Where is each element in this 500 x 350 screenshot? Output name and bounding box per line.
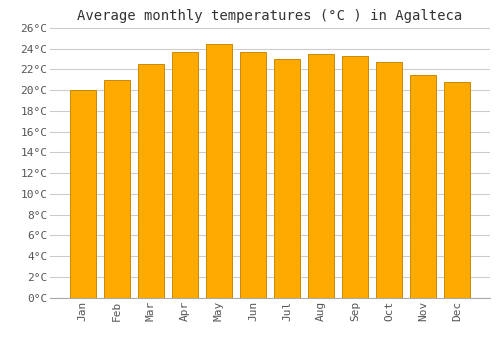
Bar [410, 75, 436, 298]
Bar [172, 52, 198, 298]
Bar [376, 62, 402, 298]
Bar [104, 80, 130, 298]
Bar [308, 54, 334, 298]
Bar [342, 56, 368, 298]
Bar [206, 43, 232, 298]
Bar [240, 52, 266, 298]
Bar [274, 59, 300, 298]
Bar [138, 64, 164, 298]
Title: Average monthly temperatures (°C ) in Agalteca: Average monthly temperatures (°C ) in Ag… [78, 9, 462, 23]
Bar [70, 90, 96, 298]
Bar [444, 82, 470, 298]
